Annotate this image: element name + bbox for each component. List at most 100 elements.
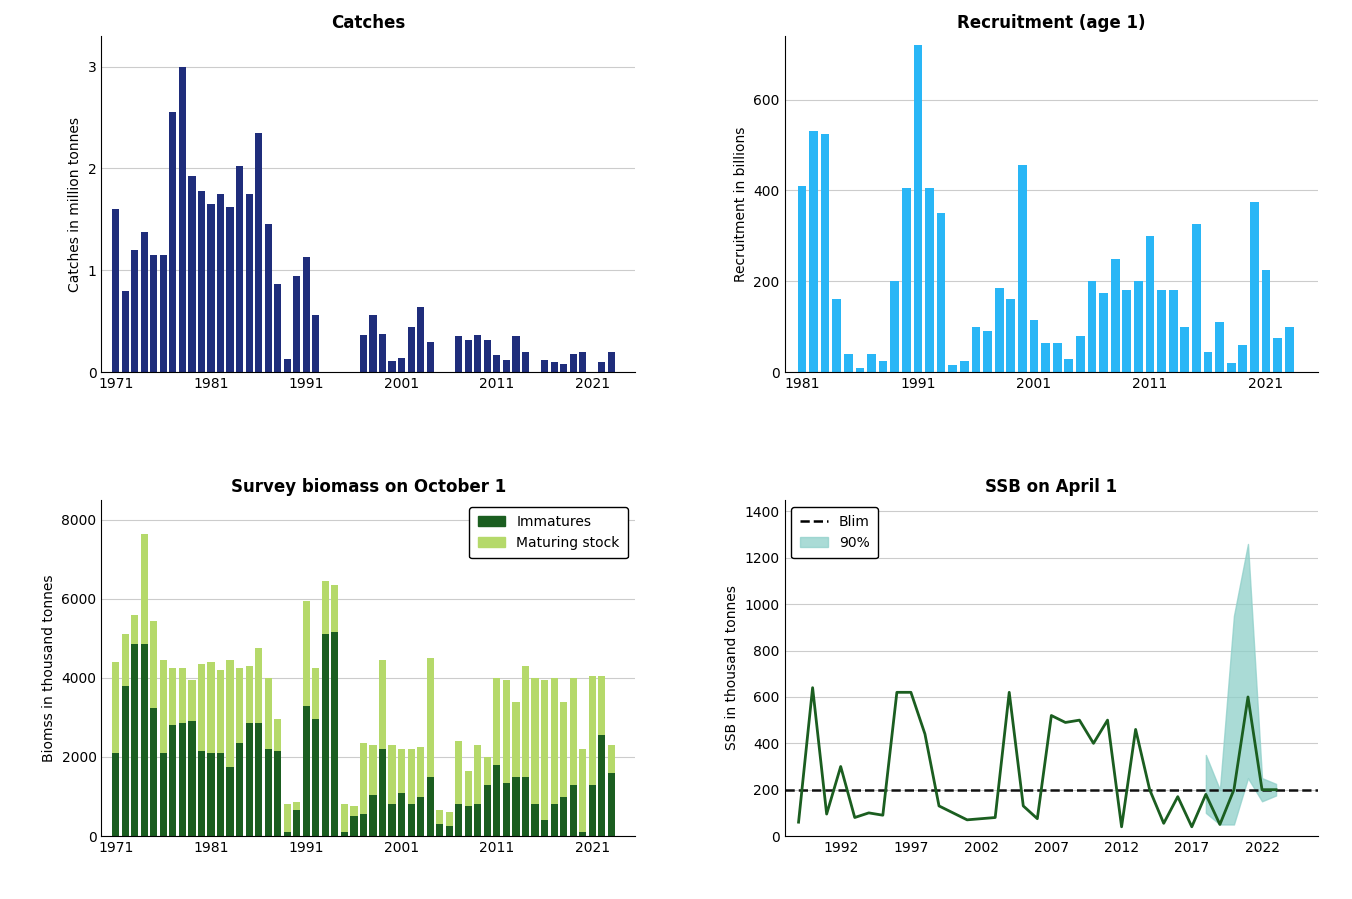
Bar xyxy=(303,601,310,706)
Bar xyxy=(397,749,406,793)
Bar xyxy=(456,336,462,372)
Bar xyxy=(303,706,310,836)
Title: SSB on April 1: SSB on April 1 xyxy=(986,477,1117,495)
Bar xyxy=(948,365,957,372)
Bar xyxy=(1018,165,1026,372)
Bar xyxy=(160,660,166,753)
Bar xyxy=(227,767,234,836)
Bar xyxy=(416,797,425,836)
Bar xyxy=(188,175,196,372)
Bar xyxy=(246,724,253,836)
Bar xyxy=(560,701,568,797)
Bar xyxy=(216,753,224,836)
Bar xyxy=(522,666,529,777)
Bar xyxy=(197,191,206,372)
Bar xyxy=(844,354,853,372)
Bar xyxy=(112,753,119,836)
Bar xyxy=(1261,270,1271,372)
Bar xyxy=(360,814,366,836)
Bar xyxy=(427,777,434,836)
Bar xyxy=(1064,359,1073,372)
Bar xyxy=(808,131,818,372)
Bar xyxy=(112,662,119,753)
Bar xyxy=(902,188,911,372)
Title: Recruitment (age 1): Recruitment (age 1) xyxy=(957,13,1145,31)
Bar xyxy=(322,635,329,836)
Bar xyxy=(407,749,415,805)
Bar xyxy=(541,680,548,820)
Bar xyxy=(437,824,443,836)
Bar xyxy=(178,67,187,372)
Bar xyxy=(1076,336,1084,372)
Bar xyxy=(416,307,425,372)
Bar xyxy=(397,358,406,372)
Bar xyxy=(484,340,491,372)
Bar xyxy=(265,225,272,372)
Bar xyxy=(569,678,577,785)
Bar xyxy=(475,805,481,836)
Bar xyxy=(293,276,300,372)
Bar xyxy=(484,757,491,785)
Bar xyxy=(598,676,606,735)
Bar xyxy=(379,749,387,836)
Bar xyxy=(216,194,224,372)
Bar xyxy=(160,753,166,836)
Bar xyxy=(475,335,481,372)
Bar xyxy=(456,805,462,836)
Bar xyxy=(879,360,887,372)
Bar xyxy=(531,805,538,836)
Bar xyxy=(607,745,615,773)
Bar xyxy=(169,112,177,372)
Bar xyxy=(169,725,177,836)
Bar xyxy=(322,581,329,635)
Bar xyxy=(131,615,138,645)
Bar xyxy=(465,340,472,372)
Bar xyxy=(188,680,196,721)
Y-axis label: Recruitment in billions: Recruitment in billions xyxy=(734,127,748,281)
Bar xyxy=(569,785,577,836)
Bar xyxy=(284,359,291,372)
Bar xyxy=(1030,320,1038,372)
Bar xyxy=(207,753,215,836)
Bar xyxy=(1157,290,1165,372)
Y-axis label: SSB in thousand tonnes: SSB in thousand tonnes xyxy=(725,585,740,751)
Bar xyxy=(588,785,596,836)
Bar xyxy=(341,805,347,832)
Bar xyxy=(150,255,157,372)
Bar xyxy=(360,743,366,814)
Bar xyxy=(522,352,529,372)
Bar xyxy=(379,660,387,749)
Bar xyxy=(237,668,243,743)
Bar xyxy=(541,820,548,836)
Bar xyxy=(1122,290,1132,372)
Bar xyxy=(531,678,538,805)
Bar xyxy=(150,708,157,836)
Bar xyxy=(1111,259,1119,372)
Bar xyxy=(569,354,577,372)
Bar xyxy=(607,773,615,836)
Bar xyxy=(550,805,557,836)
Bar xyxy=(207,204,215,372)
Bar xyxy=(1099,293,1107,372)
Bar xyxy=(284,805,291,832)
Bar xyxy=(503,680,510,783)
Bar xyxy=(369,315,377,372)
Bar xyxy=(122,290,128,372)
Bar xyxy=(350,816,357,836)
Bar xyxy=(579,832,587,836)
Bar xyxy=(1238,345,1247,372)
Bar xyxy=(983,331,992,372)
Bar xyxy=(427,658,434,777)
Bar xyxy=(456,741,462,805)
Bar xyxy=(237,166,243,372)
Bar xyxy=(579,749,587,832)
Bar xyxy=(169,668,177,725)
Bar xyxy=(265,749,272,836)
Bar xyxy=(1134,281,1142,372)
Bar xyxy=(937,213,945,372)
Bar xyxy=(131,645,138,836)
Bar xyxy=(503,360,510,372)
Bar xyxy=(1192,225,1201,372)
Bar xyxy=(312,719,319,836)
Bar xyxy=(246,194,253,372)
